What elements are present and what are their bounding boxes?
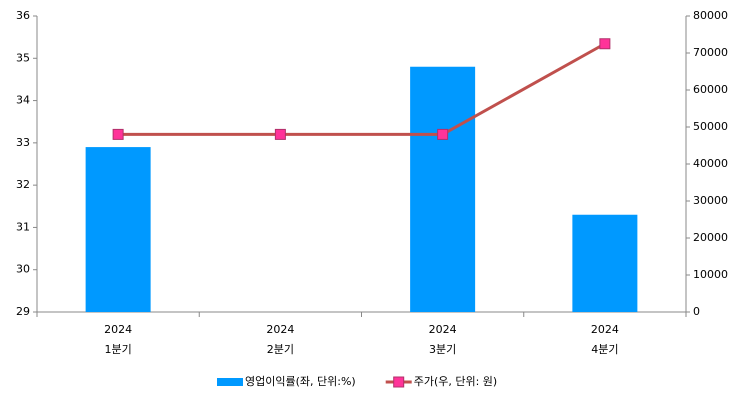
y2-tick-label: 80000 — [693, 9, 728, 22]
y-tick-label: 32 — [16, 178, 30, 191]
y2-tick-label: 30000 — [693, 194, 728, 207]
legend-marker — [393, 376, 405, 388]
x-tick-label: 2024 — [104, 323, 132, 336]
x-tick-label: 2024 — [266, 323, 294, 336]
y-tick-label: 29 — [16, 305, 30, 318]
marker — [274, 128, 286, 140]
y2-tick-label: 0 — [693, 305, 700, 318]
y2-tick-label: 50000 — [693, 120, 728, 133]
y-tick-label: 36 — [16, 9, 30, 22]
legend-label: 주가(우, 단위: 원) — [414, 375, 498, 388]
x-tick-label: 1분기 — [105, 343, 132, 356]
y-tick-label: 34 — [16, 94, 30, 107]
x-tick-label: 2024 — [429, 323, 457, 336]
y2-tick-label: 70000 — [693, 46, 728, 59]
y2-tick-label: 10000 — [693, 268, 728, 281]
line — [118, 42, 606, 136]
y2-tick-label: 40000 — [693, 157, 728, 170]
marker — [437, 128, 449, 140]
bar — [572, 214, 638, 312]
y-tick-label: 30 — [16, 263, 30, 276]
y-tick-label: 31 — [16, 220, 30, 233]
legend-swatch — [217, 378, 243, 386]
x-tick-label: 3분기 — [429, 343, 456, 356]
y-tick-label: 33 — [16, 136, 30, 149]
bar — [85, 147, 151, 312]
y-tick-label: 35 — [16, 51, 30, 64]
marker — [112, 128, 124, 140]
legend-label: 영업이익률(좌, 단위:%) — [245, 375, 356, 388]
bar — [410, 66, 476, 312]
marker — [599, 38, 611, 50]
y2-tick-label: 60000 — [693, 83, 728, 96]
x-tick-label: 2024 — [591, 323, 619, 336]
x-tick-label: 4분기 — [591, 343, 618, 356]
y2-tick-label: 20000 — [693, 231, 728, 244]
x-tick-label: 2분기 — [267, 343, 294, 356]
